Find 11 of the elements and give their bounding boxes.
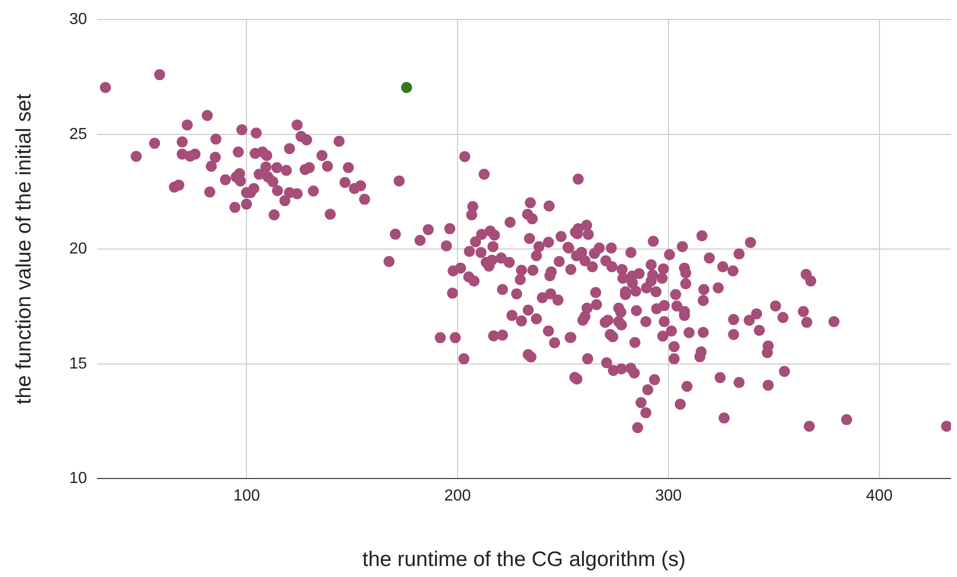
y-tick-label: 10 bbox=[69, 470, 88, 488]
y-tick-label: 25 bbox=[69, 126, 88, 143]
y-tick-label: 15 bbox=[69, 355, 88, 372]
x-tick-label: 400 bbox=[866, 488, 893, 505]
x-tick-label: 200 bbox=[444, 488, 472, 505]
y-tick-label: 20 bbox=[69, 240, 88, 258]
x-tick-label: 100 bbox=[233, 488, 260, 505]
x-axis-title: the runtime of the CG algorithm (s) bbox=[362, 548, 686, 572]
y-tick-label: 30 bbox=[69, 11, 88, 28]
x-tick-label: 300 bbox=[655, 488, 682, 505]
y-axis-title: the function value of the initial set bbox=[12, 94, 36, 404]
